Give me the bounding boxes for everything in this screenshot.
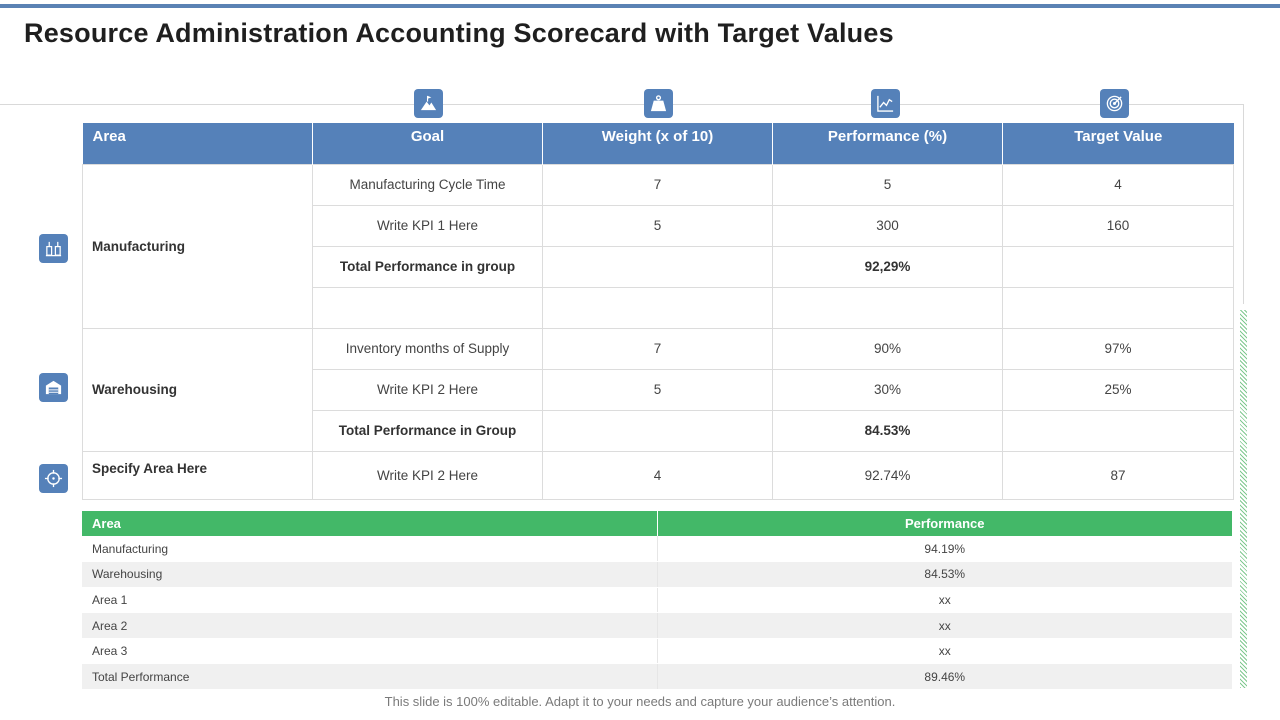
summary-area: Manufacturing [82,536,657,563]
top-accent-bar [0,4,1280,8]
summary-row: Total Performance 89.46% [82,663,1232,691]
scorecard-table: Area Goal Weight (x of 10) Performance (… [82,123,1234,500]
mountain-flag-icon [414,89,443,118]
empty-cell [1002,286,1234,329]
performance-cell: 92.74% [772,450,1003,500]
frame-line-right [1243,104,1244,304]
summary-header-performance: Performance [656,511,1232,536]
performance-cell: 30% [772,368,1003,411]
goal-cell: Inventory months of Supply [312,327,543,370]
table-row: Write KPI 2 Here 5 30% 25% [83,368,1234,411]
summary-area: Area 1 [82,587,657,614]
target-cell: 4 [1002,163,1234,206]
summary-performance: 89.46% [656,663,1232,691]
summary-header-row: Area Performance [82,511,1232,536]
area-specify: Specify Area Here [82,450,313,500]
goal-cell: Manufacturing Cycle Time [312,163,543,206]
performance-cell: 90% [772,327,1003,370]
total-label: Total Performance in Group [312,409,543,452]
table-row: Warehousing Inventory months of Supply 7… [82,327,1234,452]
weight-cell: 5 [542,204,773,247]
weight-cell: 4 [542,450,773,500]
total-value: 84.53% [772,409,1003,452]
empty-cell [542,245,773,288]
weight-cell: 5 [542,368,773,411]
empty-row [83,286,1234,329]
summary-area: Area 2 [82,612,657,639]
summary-area: Area 3 [82,638,657,665]
factory-icon [39,234,68,263]
total-value: 92,29% [772,245,1003,288]
performance-summary-table: Area Performance Manufacturing 94.19% Wa… [82,511,1232,691]
target-cell: 25% [1002,368,1234,411]
empty-cell [312,286,543,329]
weight-cell: 7 [542,327,773,370]
summary-row: Area 3 xx [82,638,1232,665]
target-cell: 97% [1002,327,1234,370]
empty-cell [1002,409,1234,452]
summary-area: Total Performance [82,663,657,691]
weight-cell: 7 [542,163,773,206]
target-cell: 87 [1002,450,1234,500]
summary-row: Area 2 xx [82,612,1232,639]
goal-cell: Write KPI 2 Here [312,450,543,500]
header-target-value: Target Value [1002,123,1234,164]
total-label: Total Performance in group [312,245,543,288]
decorative-hatch-strip [1240,310,1247,688]
frame-line-top [0,104,1244,105]
table-row: Manufacturing Manufacturing Cycle Time 7… [82,163,1234,329]
area-manufacturing: Manufacturing [82,163,313,329]
summary-row: Manufacturing 94.19% [82,536,1232,563]
summary-area: Warehousing [82,561,657,588]
scorecard-header-row: Area Goal Weight (x of 10) Performance (… [82,123,1234,164]
target-icon [1100,89,1129,118]
goal-cell: Write KPI 1 Here [312,204,543,247]
warehouse-icon [39,373,68,402]
weight-icon [644,89,673,118]
footer-note: This slide is 100% editable. Adapt it to… [384,694,896,709]
table-row: Write KPI 1 Here 5 300 160 [83,204,1234,247]
goal-cell: Write KPI 2 Here [312,368,543,411]
summary-header-area: Area [82,511,657,536]
header-goal: Goal [312,123,543,164]
summary-performance: xx [656,612,1232,639]
performance-cell: 300 [772,204,1003,247]
summary-row: Warehousing 84.53% [82,561,1232,588]
total-row: Total Performance in Group 84.53% [83,409,1234,452]
header-performance: Performance (%) [772,123,1003,164]
crosshair-icon [39,464,68,493]
performance-cell: 5 [772,163,1003,206]
summary-performance: 94.19% [656,536,1232,563]
summary-row: Area 1 xx [82,587,1232,614]
summary-performance: xx [656,587,1232,614]
summary-performance: 84.53% [656,561,1232,588]
header-area: Area [82,123,313,164]
table-row: Specify Area Here Write KPI 2 Here 4 92.… [82,450,1234,500]
total-row: Total Performance in group 92,29% [83,245,1234,288]
page-title: Resource Administration Accounting Score… [24,18,894,48]
empty-cell [542,409,773,452]
empty-cell [772,286,1003,329]
header-weight: Weight (x of 10) [542,123,773,164]
summary-performance: xx [656,638,1232,665]
empty-cell [542,286,773,329]
empty-cell [1002,245,1234,288]
area-warehousing: Warehousing [82,327,313,452]
line-chart-icon [871,89,900,118]
target-cell: 160 [1002,204,1234,247]
